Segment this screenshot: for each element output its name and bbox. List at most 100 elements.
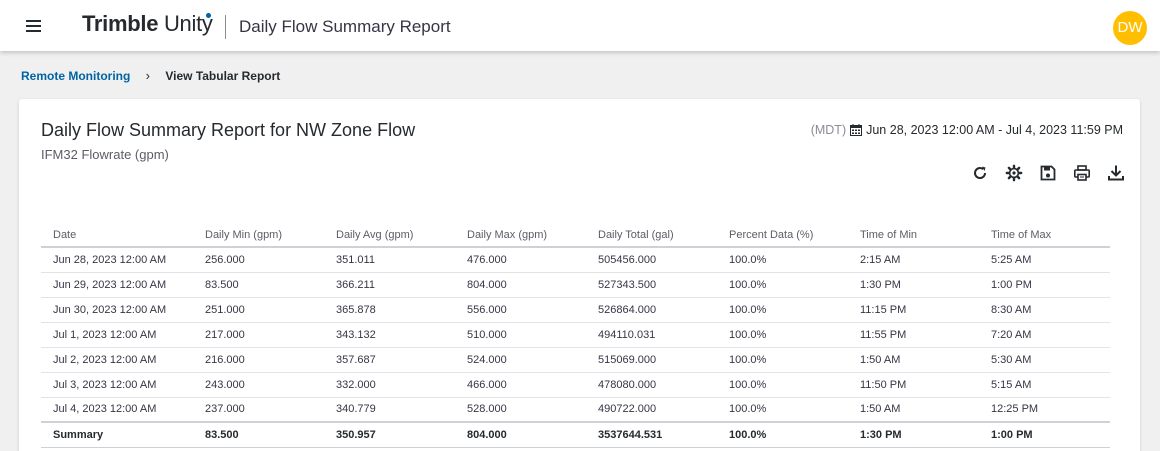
save-button[interactable]: [1036, 161, 1060, 185]
table-row: Jul 2, 2023 12:00 AM 216.000 357.687 524.00…: [41, 347, 1110, 373]
table-cell: 100.0%: [717, 297, 848, 323]
report-toolbar: [958, 161, 1128, 185]
column-header[interactable]: Daily Avg (gpm): [324, 224, 455, 248]
table-cell: 251.000: [193, 297, 324, 323]
summary-cell: 350.957: [324, 421, 455, 448]
report-card: Daily Flow Summary Report for NW Zone Fl…: [19, 99, 1140, 451]
brand-logo[interactable]: Trimble Unity: [82, 11, 213, 37]
table-cell: 5:25 AM: [979, 247, 1110, 273]
table-cell: 365.878: [324, 297, 455, 323]
download-button[interactable]: [1104, 161, 1128, 185]
table-cell: 100.0%: [717, 397, 848, 423]
table-cell: 100.0%: [717, 272, 848, 298]
summary-cell: 100.0%: [717, 421, 848, 448]
table-cell: 351.011: [324, 247, 455, 273]
date-range-text: Jun 28, 2023 12:00 AM - Jul 4, 2023 11:5…: [866, 123, 1123, 137]
table-cell: 343.132: [324, 322, 455, 348]
header-divider: [225, 15, 226, 39]
table-cell: 1:50 AM: [848, 347, 979, 373]
table-cell: 5:30 AM: [979, 347, 1110, 373]
table-cell: Jul 4, 2023 12:00 AM: [41, 397, 193, 423]
save-icon: [1040, 165, 1056, 181]
summary-row: Summary 83.500 350.957 804.000 3537644.5…: [41, 421, 1110, 448]
column-header[interactable]: Percent Data (%): [717, 224, 848, 248]
table-cell: 100.0%: [717, 322, 848, 348]
breadcrumb-remote-monitoring[interactable]: Remote Monitoring: [21, 69, 131, 83]
table-cell: 515069.000: [586, 347, 717, 373]
table-cell: 83.500: [193, 272, 324, 298]
summary-cell: 83.500: [193, 421, 324, 448]
refresh-button[interactable]: [968, 161, 992, 185]
table-cell: 217.000: [193, 322, 324, 348]
top-app-bar: Trimble Unity Daily Flow Summary Report …: [0, 0, 1160, 51]
table-row: Jun 28, 2023 12:00 AM 256.000 351.011 476.0…: [41, 247, 1110, 273]
table-cell: 528.000: [455, 397, 586, 423]
brand-name: Trimble: [82, 11, 159, 36]
column-header[interactable]: Date: [41, 224, 193, 248]
table-cell: 237.000: [193, 397, 324, 423]
table-cell: 5:15 AM: [979, 372, 1110, 398]
download-icon: [1108, 165, 1124, 181]
table-cell: 524.000: [455, 347, 586, 373]
user-avatar[interactable]: DW: [1113, 11, 1147, 45]
table-cell: 1:30 PM: [848, 272, 979, 298]
brand-dot-icon: [206, 13, 211, 18]
table-cell: Jun 30, 2023 12:00 AM: [41, 297, 193, 323]
summary-cell: 804.000: [455, 421, 586, 448]
table-cell: 100.0%: [717, 247, 848, 273]
table-cell: 2:15 AM: [848, 247, 979, 273]
hamburger-menu-icon[interactable]: [24, 16, 44, 36]
table-cell: 556.000: [455, 297, 586, 323]
table-cell: 804.000: [455, 272, 586, 298]
table-cell: 510.000: [455, 322, 586, 348]
settings-icon: [1005, 164, 1023, 182]
brand-product: Unity: [163, 11, 213, 36]
print-icon: [1073, 165, 1090, 181]
date-range[interactable]: (MDT) Jun 28, 2023 12:00 AM - Jul 4, 202…: [811, 123, 1123, 137]
table-cell: 100.0%: [717, 347, 848, 373]
table-cell: 243.000: [193, 372, 324, 398]
table-cell: 8:30 AM: [979, 297, 1110, 323]
summary-cell: 3537644.531: [586, 421, 717, 448]
table-cell: 12:25 PM: [979, 397, 1110, 423]
table-cell: 256.000: [193, 247, 324, 273]
table-cell: 490722.000: [586, 397, 717, 423]
breadcrumb: Remote Monitoring › View Tabular Report: [21, 68, 280, 83]
print-button[interactable]: [1070, 161, 1094, 185]
table-cell: 476.000: [455, 247, 586, 273]
settings-button[interactable]: [1002, 161, 1026, 185]
table-row: Jun 29, 2023 12:00 AM 83.500 366.211 804.00…: [41, 272, 1110, 298]
calendar-icon: [850, 124, 863, 136]
table-cell: Jun 29, 2023 12:00 AM: [41, 272, 193, 298]
column-header[interactable]: Time of Max: [979, 224, 1110, 248]
table-cell: 526864.000: [586, 297, 717, 323]
table-cell: 100.0%: [717, 372, 848, 398]
table-cell: Jul 1, 2023 12:00 AM: [41, 322, 193, 348]
table-cell: 505456.000: [586, 247, 717, 273]
table-header-row: Date Daily Min (gpm) Daily Avg (gpm) Dai…: [41, 224, 1110, 248]
column-header[interactable]: Daily Min (gpm): [193, 224, 324, 248]
table-cell: 1:00 PM: [979, 272, 1110, 298]
breadcrumb-current: View Tabular Report: [165, 69, 281, 83]
table-cell: 366.211: [324, 272, 455, 298]
timezone-label: (MDT): [810, 123, 847, 137]
column-header[interactable]: Daily Total (gal): [586, 224, 717, 248]
table-cell: 357.687: [324, 347, 455, 373]
table-cell: Jun 28, 2023 12:00 AM: [41, 247, 193, 273]
table-cell: 11:55 PM: [848, 322, 979, 348]
table-cell: 11:15 PM: [848, 297, 979, 323]
refresh-icon: [974, 166, 987, 179]
table-cell: 340.779: [324, 397, 455, 423]
chevron-right-icon: ›: [145, 68, 151, 83]
table-cell: 1:50 AM: [848, 397, 979, 423]
summary-cell: Summary: [41, 421, 193, 448]
column-header[interactable]: Daily Max (gpm): [455, 224, 586, 248]
column-header[interactable]: Time of Min: [848, 224, 979, 248]
report-title: Daily Flow Summary Report for NW Zone Fl…: [41, 120, 416, 140]
flow-summary-table: Date Daily Min (gpm) Daily Avg (gpm) Dai…: [41, 224, 1110, 448]
table-row: Jul 3, 2023 12:00 AM 243.000 332.000 466.00…: [41, 372, 1110, 398]
table-row: Jul 1, 2023 12:00 AM 217.000 343.132 510.00…: [41, 322, 1110, 348]
table-row: Jul 4, 2023 12:00 AM 237.000 340.779 528.00…: [41, 397, 1110, 423]
summary-cell: 1:00 PM: [979, 421, 1110, 448]
table-cell: 332.000: [324, 372, 455, 398]
